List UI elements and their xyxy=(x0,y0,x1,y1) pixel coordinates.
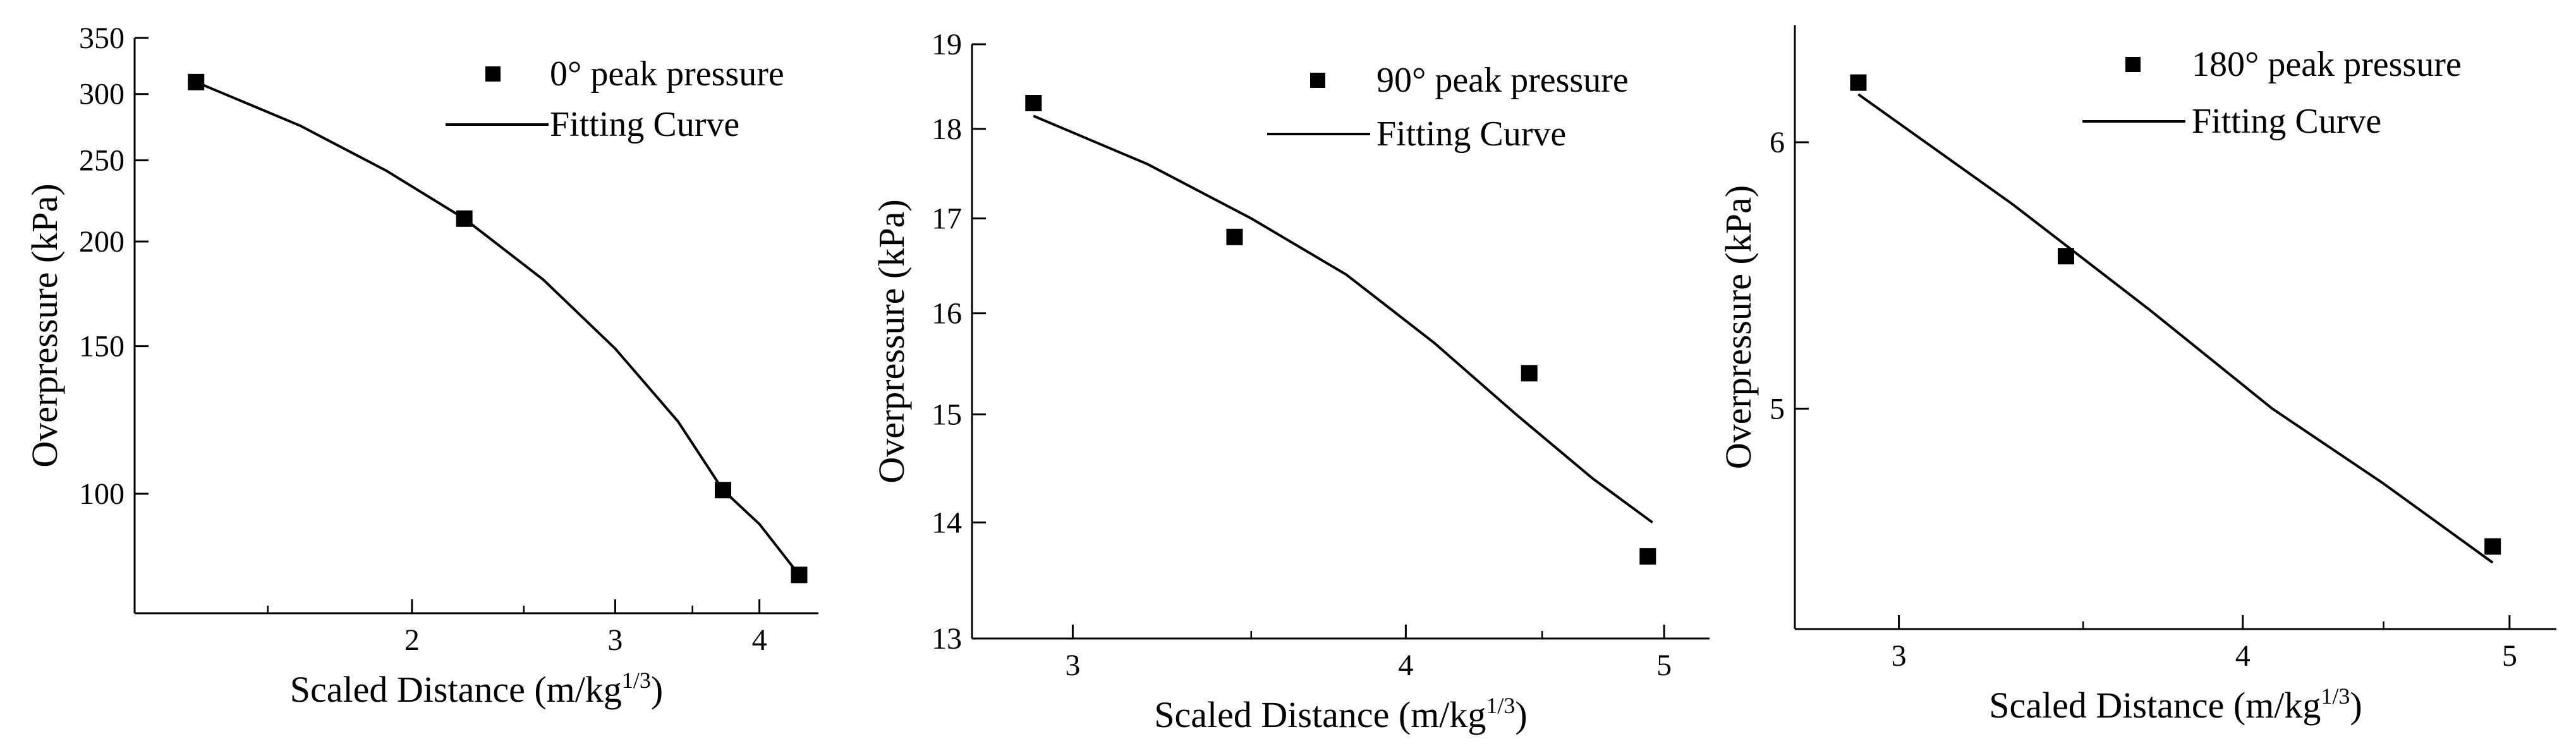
y-tick-label: 5 xyxy=(1770,392,1785,425)
y-tick-label: 15 xyxy=(932,398,962,432)
x-axis-title: Scaled Distance (m/kg1/3) xyxy=(1154,693,1527,735)
legend-marker-symbol xyxy=(1310,73,1325,88)
chart-0-peak-pressure: 2 3 4 100 150 200 250 300 350 Scaled Distance (m/… xyxy=(24,21,818,710)
chart-90-peak-pressure: 3 4 5 13 14 15 16 17 18 19 Scaled Distance (m/kg1/… xyxy=(871,28,1710,735)
data-point-marker xyxy=(1025,94,1042,111)
x-axis-title: Scaled Distance (m/kg1/3) xyxy=(1989,683,2362,726)
legend-marker-symbol xyxy=(485,66,501,82)
y-tick-label: 200 xyxy=(79,225,125,259)
x-tick-label: 4 xyxy=(752,623,767,657)
y-tick-label: 18 xyxy=(932,113,962,146)
fitting-curve-line xyxy=(195,80,801,576)
x-axis-title: Scaled Distance (m/kg1/3) xyxy=(290,668,663,710)
data-point-marker xyxy=(1521,365,1538,382)
y-tick-label: 14 xyxy=(932,506,962,539)
y-tick-label: 19 xyxy=(932,28,962,61)
y-tick-label: 17 xyxy=(932,202,962,236)
legend-label-peak: 0° peak pressure xyxy=(550,54,784,94)
x-tick-label: 4 xyxy=(1398,649,1413,682)
legend-label-fitting: Fitting Curve xyxy=(2192,102,2381,141)
chart-180-peak-pressure: 3 4 5 5 6 Scaled Distance (m/kg1/3) Overpressu… xyxy=(1719,25,2556,726)
y-tick-label: 16 xyxy=(932,297,962,331)
data-point-marker xyxy=(1639,548,1656,565)
x-tick-label: 3 xyxy=(607,623,623,657)
legend-label-fitting: Fitting Curve xyxy=(1376,114,1566,154)
data-point-marker xyxy=(456,210,473,227)
legend-label-fitting: Fitting Curve xyxy=(550,105,739,144)
legend-marker-symbol xyxy=(2125,57,2141,72)
y-tick-label: 13 xyxy=(932,622,962,656)
x-tick-label: 4 xyxy=(2235,639,2251,673)
y-tick-label: 300 xyxy=(79,78,125,111)
fitting-curve-line xyxy=(1033,114,1653,524)
data-point-marker xyxy=(1226,228,1243,245)
x-tick-label: 3 xyxy=(1065,649,1080,682)
x-tick-label: 5 xyxy=(2502,639,2517,673)
data-point-marker xyxy=(2057,248,2074,265)
y-tick-label: 150 xyxy=(79,330,125,364)
data-point-marker xyxy=(188,73,205,90)
x-tick-label: 3 xyxy=(1892,639,1907,673)
y-tick-label: 250 xyxy=(79,144,125,178)
y-tick-label: 350 xyxy=(79,21,125,55)
y-tick-label: 100 xyxy=(79,477,125,511)
legend-label-peak: 90° peak pressure xyxy=(1376,61,1629,100)
y-tick-label: 6 xyxy=(1770,126,1785,159)
data-point-marker xyxy=(1850,74,1867,91)
y-axis-title: Overpressure (kPa) xyxy=(1719,185,1759,469)
x-tick-label: 2 xyxy=(404,623,420,657)
data-point-marker xyxy=(715,482,732,499)
y-axis-title: Overpressure (kPa) xyxy=(24,183,65,467)
legend-label-peak: 180° peak pressure xyxy=(2192,45,2462,84)
x-tick-label: 5 xyxy=(1656,649,1672,682)
data-point-marker xyxy=(791,566,808,584)
data-point-marker xyxy=(2484,538,2501,555)
y-axis-title: Overpressure (kPa) xyxy=(871,199,912,483)
fitting-curve-line xyxy=(1857,93,2494,564)
